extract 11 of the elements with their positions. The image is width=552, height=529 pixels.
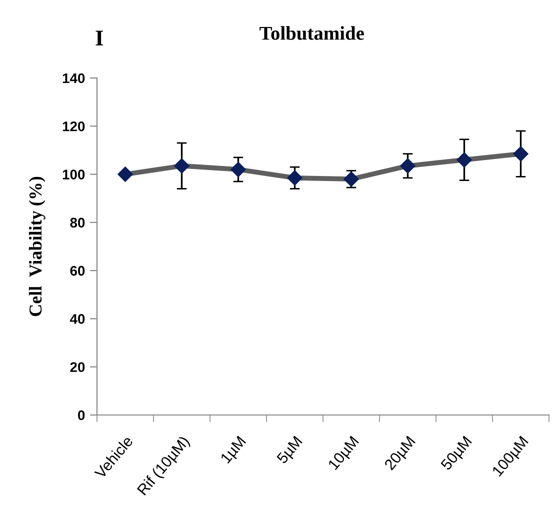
y-tick-label: 60 <box>70 266 85 276</box>
text: I <box>96 30 103 46</box>
y-tick-label: 0 <box>78 410 85 420</box>
y-tick-label: 20 <box>70 362 85 372</box>
y-tick-label: 140 <box>62 73 85 84</box>
chart-title: Tolbutamide <box>260 26 364 40</box>
y-tick-label: 40 <box>70 314 85 324</box>
y-tick-label: 120 <box>62 121 85 132</box>
y-axis-title: Cell Viability (%) <box>28 176 46 316</box>
y-tick-label: 80 <box>70 218 85 228</box>
y-tick-label: 100 <box>62 170 85 180</box>
